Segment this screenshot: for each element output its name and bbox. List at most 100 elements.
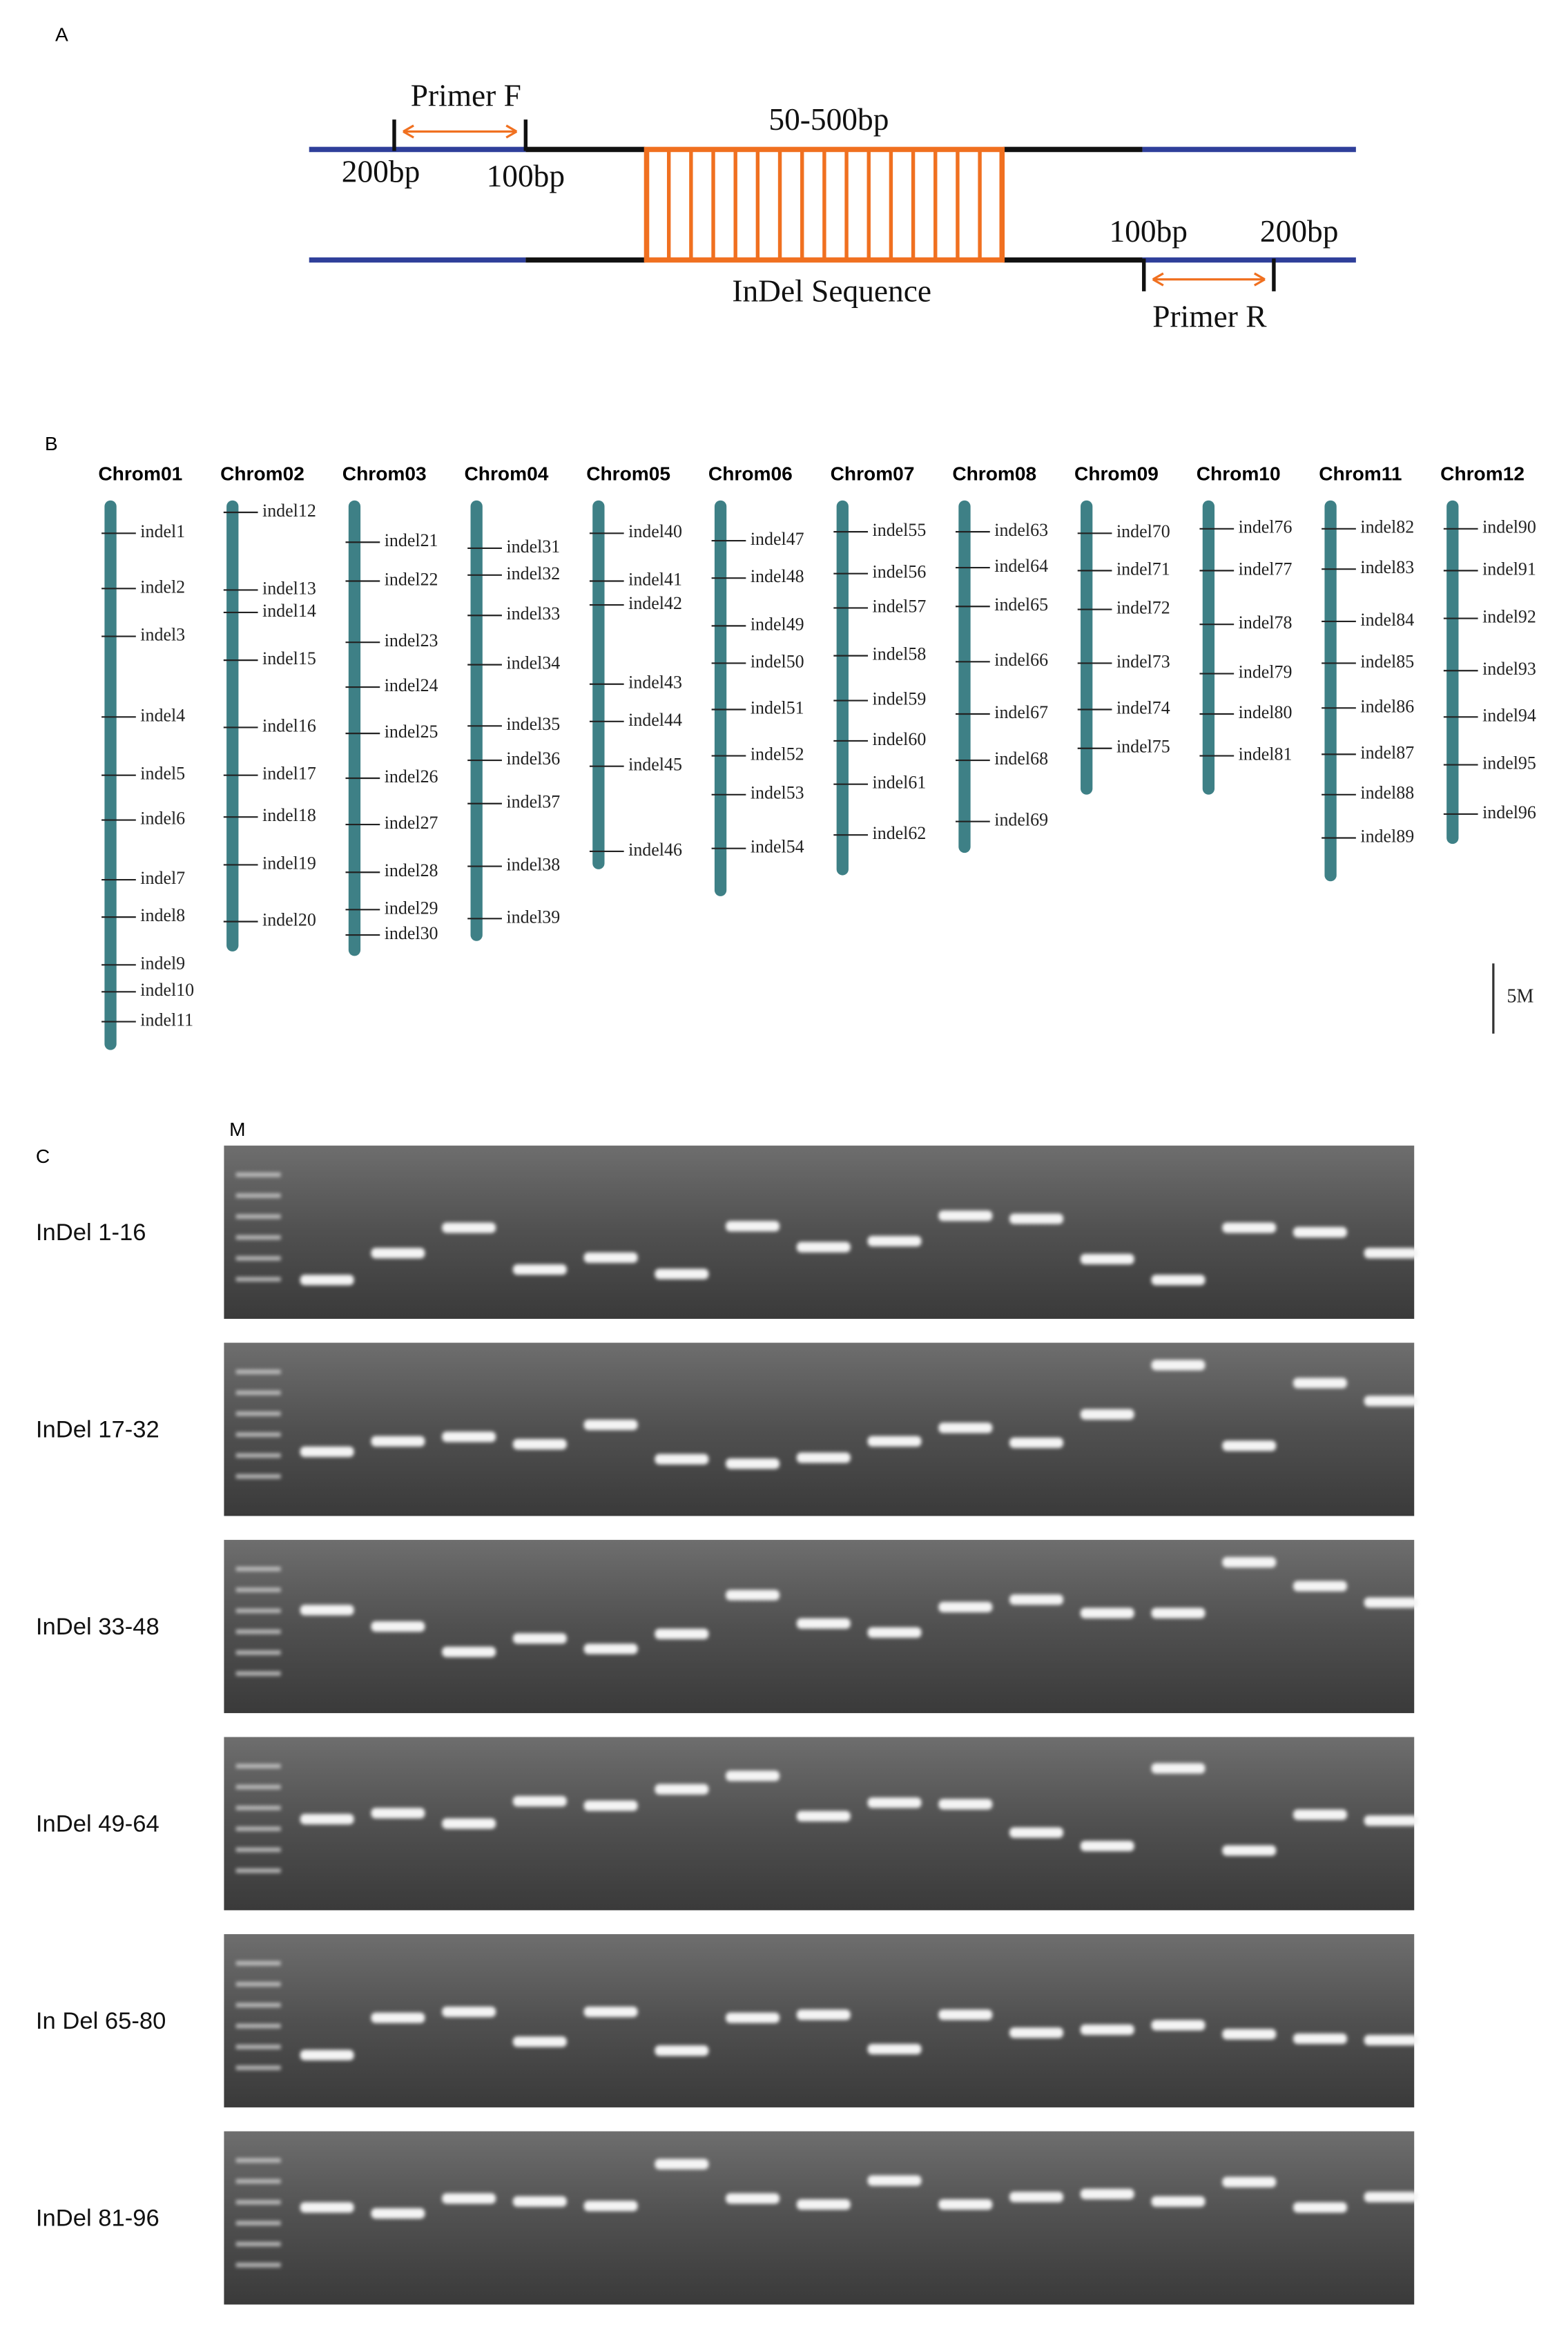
marker-label: indel76 (1239, 517, 1293, 537)
band (442, 2006, 496, 2018)
marker-label: indel8 (140, 905, 185, 925)
band (512, 2196, 567, 2207)
chromosome-name: Chrom03 (342, 463, 427, 484)
primer-diagram (309, 119, 1356, 291)
gel-row-label: InDel 33-48 (36, 1614, 159, 1640)
chromosome-map: Chrom01 indel1 indel2 indel3 indel4 indel5 ind… (98, 463, 1536, 1050)
band (1080, 1608, 1134, 1619)
band (512, 1264, 567, 1275)
marker-label: indel74 (1116, 697, 1170, 717)
band (938, 1799, 993, 1810)
ladder-band (235, 2241, 281, 2247)
gel (224, 1342, 1415, 1516)
marker-label: indel46 (628, 840, 682, 860)
marker-label: indel4 (140, 705, 185, 725)
marker-label: indel45 (628, 755, 682, 775)
band (1080, 1253, 1134, 1265)
band (442, 2193, 496, 2204)
marker-label: indel41 (628, 569, 682, 589)
band (1364, 1597, 1418, 1608)
band (300, 1275, 354, 1286)
band (1364, 1248, 1418, 1259)
ladder-band (235, 1650, 281, 1655)
band (1222, 1440, 1277, 1451)
band (1009, 2192, 1063, 2203)
band (300, 2202, 354, 2213)
marker-label: indel32 (506, 563, 560, 583)
ladder-band (235, 1868, 281, 1873)
marker-label: indel12 (262, 501, 316, 521)
marker-label: indel96 (1482, 802, 1536, 822)
band (583, 1419, 638, 1431)
marker-label: indel2 (140, 577, 185, 597)
marker-label: indel82 (1360, 517, 1414, 537)
band (442, 1222, 496, 1233)
band (1151, 1360, 1206, 1371)
band (583, 1800, 638, 1811)
band (371, 2012, 425, 2023)
ladder-band (235, 1474, 281, 1479)
band (796, 1618, 851, 1629)
chromosome (348, 500, 361, 956)
marker-label: indel21 (385, 530, 438, 550)
marker-label: indel53 (751, 783, 804, 803)
chromosome (1324, 500, 1337, 882)
band (1009, 1213, 1063, 1224)
marker-label: indel23 (385, 630, 438, 650)
marker-label: indel37 (506, 792, 560, 812)
chromosome-name: Chrom05 (586, 463, 670, 484)
band (1080, 1840, 1134, 1852)
band (300, 1446, 354, 1458)
arrow-head (403, 124, 518, 139)
chromosome-name: Chrom12 (1440, 463, 1525, 484)
position-label: 100bp (487, 159, 565, 193)
ladder-band (235, 2002, 281, 2008)
marker-label: indel51 (751, 697, 804, 717)
band (371, 1621, 425, 1632)
marker-label: indel75 (1116, 737, 1170, 757)
marker-label: indel90 (1482, 517, 1536, 537)
ladder-band (235, 1608, 281, 1614)
marker-label: indel86 (1360, 696, 1414, 716)
marker-label: indel48 (751, 566, 804, 586)
ladder-band (235, 1432, 281, 1437)
gel-row-label: InDel 81-96 (36, 2205, 159, 2231)
ladder-band (235, 2179, 281, 2184)
band (442, 1431, 496, 1442)
marker-label: indel89 (1360, 826, 1414, 846)
marker-label: indel71 (1116, 559, 1170, 579)
ladder-band (235, 1982, 281, 1987)
indel-stripes (666, 149, 982, 260)
position-label: 200bp (342, 155, 420, 189)
panel-label: A (55, 23, 68, 45)
band (796, 1811, 851, 1822)
band (583, 1252, 638, 1263)
marker-label: indel7 (140, 868, 185, 888)
ladder-band (235, 1587, 281, 1592)
band (583, 2201, 638, 2212)
marker-label: indel55 (873, 520, 927, 540)
gel-row-label: InDel 49-64 (36, 1811, 159, 1837)
arrow-head (1152, 272, 1266, 287)
band (867, 2175, 922, 2186)
band (938, 2009, 993, 2020)
marker-label: indel30 (385, 923, 438, 943)
band (1151, 1275, 1206, 1286)
band (726, 1590, 780, 1601)
band (371, 1436, 425, 1447)
ladder-band (235, 2262, 281, 2268)
marker-label: indel26 (385, 766, 438, 786)
marker-label: indel19 (262, 853, 316, 873)
chromosome-name: Chrom08 (952, 463, 1036, 484)
marker-label: indel91 (1482, 559, 1536, 579)
band (1151, 2196, 1206, 2207)
marker-label: indel62 (873, 823, 927, 843)
chromosome (836, 500, 849, 876)
marker-label: indel66 (994, 650, 1048, 670)
ladder-band (235, 1214, 281, 1219)
marker-label: indel35 (506, 714, 560, 734)
band (938, 1422, 993, 1434)
marker-label: indel94 (1482, 705, 1536, 725)
band (1364, 1815, 1418, 1826)
